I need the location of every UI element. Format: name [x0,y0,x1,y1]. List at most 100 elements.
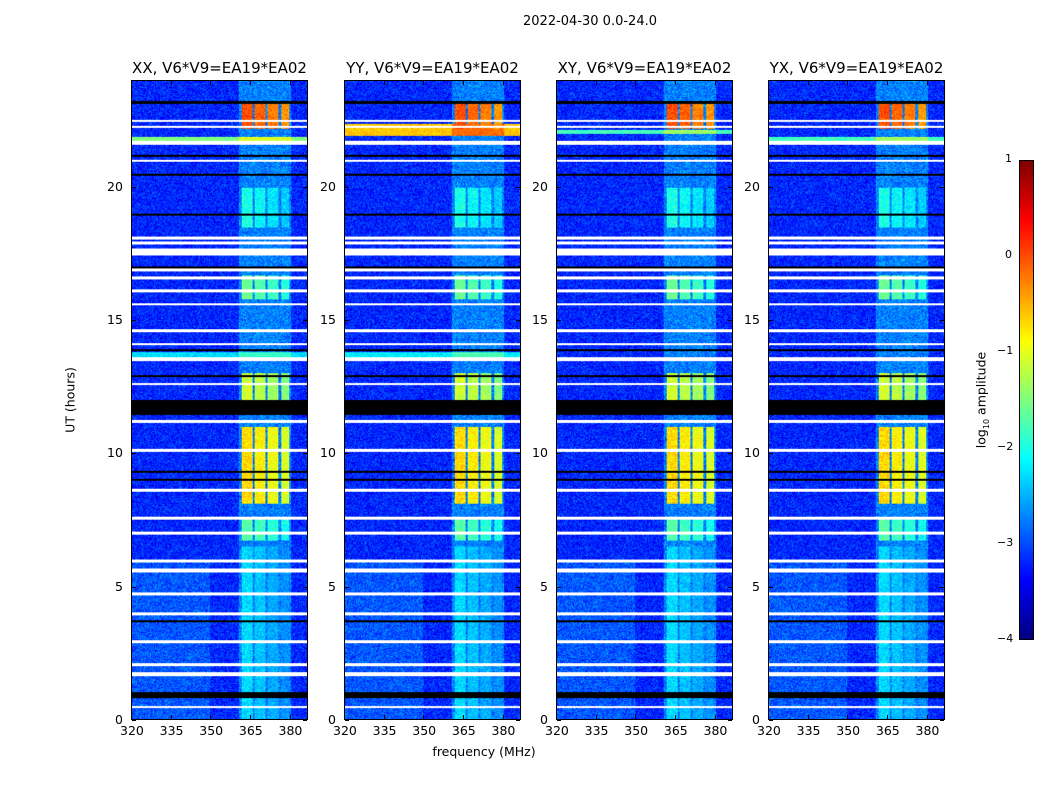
y-tick-mark [303,186,307,188]
x-tick-mark [714,715,716,719]
y-tick-mark [769,720,773,721]
panel-title: YX, V6*V9=EA19*EA02 [769,59,944,77]
x-tick-mark [768,715,769,719]
x-tick-mark [556,81,557,85]
x-tick-mark [249,715,251,719]
y-tick-mark [303,720,307,721]
heatmap-panel [131,80,308,720]
x-tick-label: 365 [451,723,476,738]
colorbar [1019,160,1034,640]
x-tick-mark [170,81,172,85]
x-tick-label: 320 [333,723,357,738]
y-tick-label: 20 [744,178,760,194]
colorbar-tick-label: −1 [997,344,1014,357]
y-tick-label: 5 [328,578,336,594]
x-tick-label: 380 [915,723,940,738]
colorbar-label-sub: 10 [981,418,991,430]
x-tick-mark [847,715,849,719]
x-tick-mark [768,81,769,85]
heatmap-panel [768,80,945,720]
x-tick-label: 320 [120,723,144,738]
y-tick-label: 20 [532,178,548,194]
x-tick-mark [847,81,849,85]
y-tick-label: 20 [107,178,123,194]
colorbar-label: log10 amplitude [973,352,991,448]
x-tick-mark [595,81,597,85]
x-tick-mark [383,715,385,719]
y-tick-mark [940,320,944,321]
y-tick-label: 0 [752,712,760,727]
panel-title: XX, V6*V9=EA19*EA02 [132,59,307,77]
panel-title: YY, V6*V9=EA19*EA02 [346,59,519,77]
x-tick-label: 380 [278,723,303,738]
x-tick-mark [423,81,425,85]
y-tick-mark [516,453,520,455]
heatmap-image [557,81,732,719]
y-tick-label: 20 [320,178,336,194]
x-tick-mark [289,81,291,85]
y-tick-mark [769,453,773,455]
y-tick-label: 10 [320,445,336,461]
y-tick-mark [345,453,349,455]
y-tick-mark [345,320,349,321]
x-tick-mark [170,715,172,719]
colorbar-tick-label: −2 [997,440,1014,453]
y-tick-mark [557,453,561,455]
y-tick-label: 0 [115,712,123,727]
y-tick-label: 0 [540,712,548,727]
y-tick-mark [303,453,307,455]
y-tick-mark [303,586,307,588]
y-tick-mark [303,320,307,321]
x-tick-label: 365 [663,723,688,738]
y-tick-mark [940,586,944,588]
x-tick-mark [926,81,928,85]
x-tick-label: 380 [491,723,516,738]
x-tick-label: 380 [703,723,728,738]
x-tick-mark [807,715,809,719]
y-tick-mark [728,453,732,455]
y-tick-label: 10 [744,445,760,461]
x-tick-label: 320 [545,723,569,738]
x-tick-label: 335 [584,723,609,738]
x-tick-mark [131,81,132,85]
y-tick-label: 0 [328,712,336,727]
y-tick-mark [557,186,561,188]
x-tick-label: 350 [412,723,437,738]
x-tick-label: 350 [199,723,224,738]
x-tick-mark [289,715,291,719]
x-tick-mark [595,715,597,719]
x-tick-label: 320 [757,723,781,738]
y-tick-mark [132,320,136,321]
x-tick-mark [383,81,385,85]
x-tick-mark [131,715,132,719]
y-tick-mark [345,720,349,721]
y-tick-mark [728,186,732,188]
x-tick-mark [462,715,464,719]
y-tick-label: 10 [532,445,548,461]
y-tick-mark [728,586,732,588]
x-tick-mark [462,81,464,85]
panel-title: XY, V6*V9=EA19*EA02 [557,59,732,77]
y-tick-mark [516,320,520,321]
x-tick-mark [210,715,212,719]
x-tick-mark [674,715,676,719]
y-tick-mark [769,186,773,188]
y-tick-mark [132,186,136,188]
x-tick-label: 335 [796,723,821,738]
x-tick-mark [714,81,716,85]
heatmap-image [769,81,944,719]
x-tick-mark [674,81,676,85]
colorbar-tick-label: −3 [997,536,1014,549]
y-tick-mark [132,453,136,455]
y-tick-mark [940,186,944,188]
x-tick-mark [635,715,637,719]
y-tick-mark [557,720,561,721]
y-tick-mark [940,720,944,721]
colorbar-tick-label: 1 [1005,152,1012,165]
colorbar-label-prefix: log [973,429,989,449]
y-tick-label: 5 [540,578,548,594]
y-tick-label: 15 [532,312,548,327]
x-tick-mark [502,81,504,85]
y-tick-mark [940,453,944,455]
